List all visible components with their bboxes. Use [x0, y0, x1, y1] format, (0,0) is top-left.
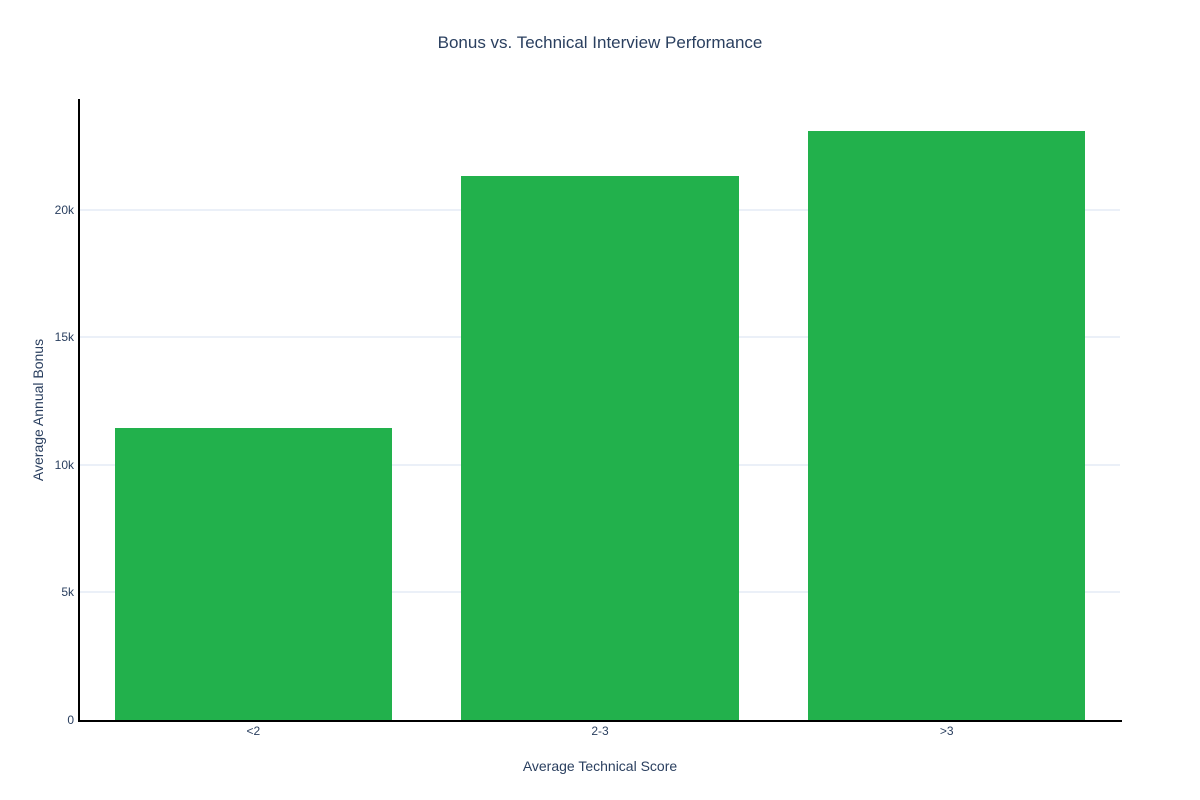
bar-2-3[interactable]: [461, 175, 739, 720]
y-tick-label: 10k: [54, 457, 74, 472]
x-tick-label: >3: [939, 724, 954, 738]
x-tick-label: 2-3: [591, 724, 609, 738]
y-tick-label: 0: [67, 713, 74, 727]
bar->3[interactable]: [808, 130, 1086, 720]
y-tick-label: 15k: [54, 330, 74, 345]
y-tick-label: 20k: [54, 202, 74, 217]
plot-area[interactable]: [80, 100, 1120, 720]
x-axis-title: Average Technical Score: [522, 758, 678, 774]
y-tick-label: 5k: [61, 585, 74, 600]
bar-<2[interactable]: [114, 427, 392, 720]
x-axis-line: [78, 720, 1122, 722]
y-axis-line: [78, 99, 80, 721]
y-axis-title: Average Annual Bonus: [30, 338, 46, 482]
x-tick-label: <2: [246, 724, 261, 738]
chart-title: Bonus vs. Technical Interview Performanc…: [437, 33, 763, 52]
